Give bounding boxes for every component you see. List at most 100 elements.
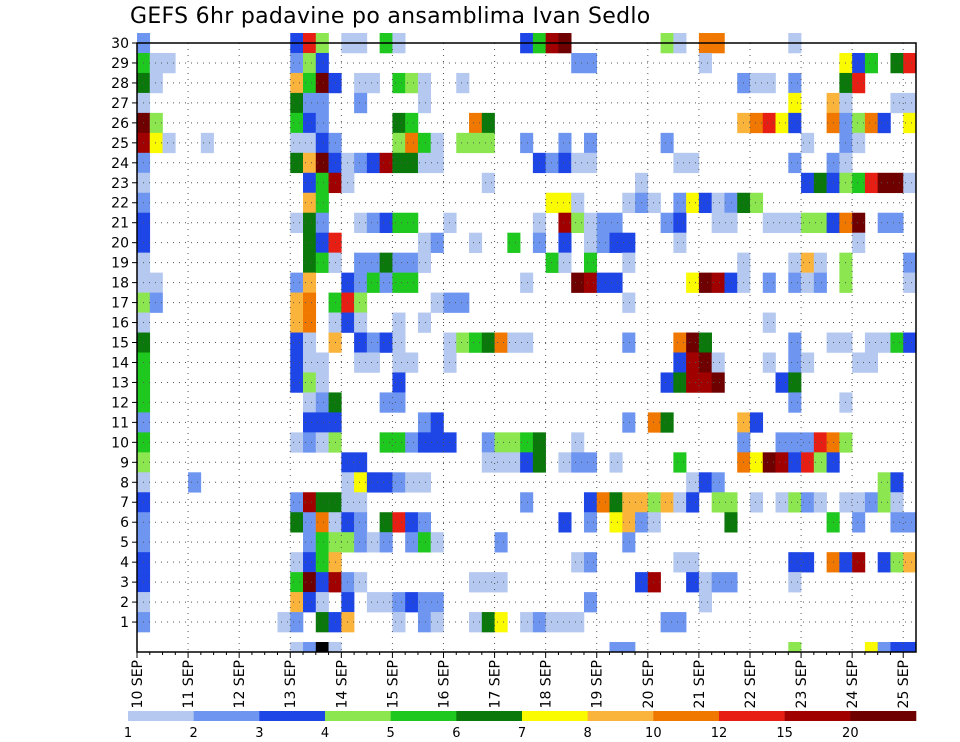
y-tick-label: 14 <box>111 355 129 371</box>
heatmap-cell <box>622 642 636 653</box>
heatmap-cell <box>545 612 559 633</box>
heatmap-cell <box>571 432 585 453</box>
heatmap-cell <box>520 492 534 513</box>
legend-label: 3 <box>255 726 263 741</box>
heatmap-cell <box>749 412 764 433</box>
heatmap-cell <box>392 472 406 493</box>
heatmap-cell <box>507 332 521 353</box>
y-tick-label: 12 <box>111 395 129 411</box>
heatmap-cell <box>507 452 521 473</box>
x-tick-label: 16 SEP <box>436 660 452 708</box>
heatmap-cell <box>379 392 393 413</box>
heatmap-cell <box>507 432 521 453</box>
heatmap-cell <box>366 332 380 353</box>
heatmap-cell <box>290 492 304 513</box>
legend-label: 10 <box>645 726 662 741</box>
heatmap-cell <box>775 112 789 134</box>
x-tick-label: 25 SEP <box>896 660 912 708</box>
y-tick-label: 20 <box>111 236 129 252</box>
heatmap-cell <box>303 132 317 154</box>
heatmap-cell <box>724 572 738 593</box>
legend-swatch <box>719 711 785 721</box>
heatmap-cell <box>366 472 380 493</box>
heatmap-cell <box>469 572 483 593</box>
heatmap-cell <box>366 352 380 373</box>
heatmap-cell <box>290 52 304 74</box>
y-tick-label: 25 <box>111 136 129 152</box>
heatmap-cell <box>864 112 878 134</box>
heatmap-cell <box>303 552 317 573</box>
heatmap-cell <box>303 112 317 134</box>
heatmap-cell <box>456 332 470 353</box>
heatmap-cell <box>494 452 508 473</box>
heatmap-cell <box>405 112 419 134</box>
heatmap-cell <box>711 212 725 233</box>
heatmap-cell <box>392 332 406 353</box>
heatmap-cell <box>354 212 368 233</box>
heatmap-cell <box>303 172 317 194</box>
heatmap-cell <box>903 252 917 273</box>
legend-swatch <box>587 711 654 721</box>
heatmap-cell <box>494 612 508 633</box>
heatmap-cell <box>392 432 406 453</box>
heatmap-cell <box>469 132 483 154</box>
heatmap-cell <box>481 432 495 453</box>
heatmap-cell <box>303 92 317 114</box>
heatmap-cell <box>571 192 585 214</box>
heatmap-cell <box>315 112 329 134</box>
y-tick-label: 9 <box>120 455 129 471</box>
heatmap-cell <box>392 312 406 333</box>
heatmap-cell <box>392 512 406 533</box>
heatmap-cell <box>315 132 329 154</box>
heatmap-cell <box>303 272 317 293</box>
heatmap-cell <box>405 72 419 94</box>
heatmap-cell <box>392 372 406 393</box>
heatmap-cell <box>788 572 802 593</box>
heatmap-cell <box>303 592 317 613</box>
heatmap-cell <box>775 432 789 453</box>
heatmap-cell <box>392 352 406 373</box>
heatmap-cell <box>609 212 623 233</box>
heatmap-cell <box>392 612 406 633</box>
heatmap-cell <box>775 492 789 513</box>
heatmap-cell <box>801 132 815 154</box>
heatmap-cell <box>354 352 368 373</box>
heatmap-cell <box>762 352 776 373</box>
heatmap-cell <box>456 132 470 154</box>
heatmap-cell <box>303 52 317 74</box>
heatmap-cell <box>609 272 623 293</box>
heatmap-cell <box>724 512 738 533</box>
heatmap-cell <box>801 172 815 194</box>
legend-label: 5 <box>387 726 395 741</box>
heatmap-cell <box>788 332 802 353</box>
heatmap-cell <box>290 572 304 593</box>
y-tick-label: 27 <box>111 96 129 112</box>
heatmap-cell <box>647 412 661 433</box>
heatmap-cell <box>711 352 725 373</box>
heatmap-cell <box>801 432 815 453</box>
heatmap-cell <box>558 252 572 273</box>
heatmap-cell <box>813 212 827 233</box>
heatmap-cell <box>622 252 636 273</box>
heatmap-cell <box>392 592 406 613</box>
heatmap-cell <box>813 172 827 194</box>
heatmap-cell <box>660 612 674 633</box>
heatmap-cell <box>852 132 866 154</box>
heatmap-cell <box>149 132 163 154</box>
heatmap-cell <box>801 352 815 373</box>
heatmap-cell <box>354 292 368 313</box>
heatmap-cell <box>392 132 406 154</box>
heatmap-cell <box>354 332 368 353</box>
legend-label: 6 <box>452 726 460 741</box>
heatmap-cell <box>622 192 636 214</box>
heatmap-cell <box>469 612 483 633</box>
y-tick-label: 23 <box>111 176 129 192</box>
heatmap-cell <box>481 612 495 633</box>
heatmap-cell <box>686 152 700 174</box>
y-tick-label: 17 <box>111 296 129 312</box>
heatmap-cell <box>290 642 304 653</box>
y-tick-label: 3 <box>120 575 129 591</box>
heatmap-cell <box>775 372 789 393</box>
heatmap-cell <box>852 512 866 533</box>
heatmap-cell <box>673 352 687 373</box>
